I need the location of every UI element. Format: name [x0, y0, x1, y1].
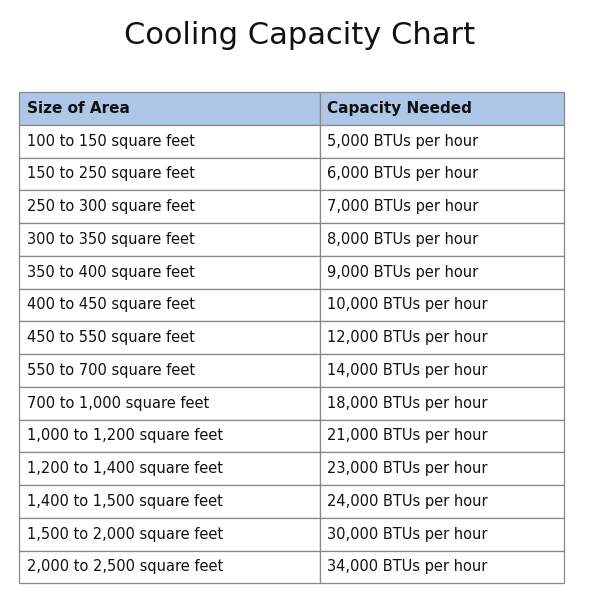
- Text: 10,000 BTUs per hour: 10,000 BTUs per hour: [328, 298, 488, 312]
- Text: 6,000 BTUs per hour: 6,000 BTUs per hour: [328, 166, 479, 181]
- Text: 7,000 BTUs per hour: 7,000 BTUs per hour: [328, 199, 479, 214]
- Text: 1,000 to 1,200 square feet: 1,000 to 1,200 square feet: [27, 428, 223, 444]
- Text: Capacity Needed: Capacity Needed: [328, 101, 472, 116]
- Text: 18,000 BTUs per hour: 18,000 BTUs per hour: [328, 396, 488, 410]
- Text: 700 to 1,000 square feet: 700 to 1,000 square feet: [27, 396, 209, 410]
- Text: 1,400 to 1,500 square feet: 1,400 to 1,500 square feet: [27, 494, 223, 509]
- Text: 24,000 BTUs per hour: 24,000 BTUs per hour: [328, 494, 488, 509]
- Text: 5,000 BTUs per hour: 5,000 BTUs per hour: [328, 134, 479, 148]
- Text: Cooling Capacity Chart: Cooling Capacity Chart: [124, 21, 476, 50]
- Text: 300 to 350 square feet: 300 to 350 square feet: [27, 232, 195, 247]
- Text: 1,200 to 1,400 square feet: 1,200 to 1,400 square feet: [27, 461, 223, 476]
- Text: 400 to 450 square feet: 400 to 450 square feet: [27, 298, 195, 312]
- Text: 250 to 300 square feet: 250 to 300 square feet: [27, 199, 195, 214]
- Text: 350 to 400 square feet: 350 to 400 square feet: [27, 265, 195, 280]
- Text: 9,000 BTUs per hour: 9,000 BTUs per hour: [328, 265, 479, 280]
- Text: Size of Area: Size of Area: [27, 101, 130, 116]
- Text: 1,500 to 2,000 square feet: 1,500 to 2,000 square feet: [27, 527, 223, 542]
- Text: 14,000 BTUs per hour: 14,000 BTUs per hour: [328, 363, 488, 378]
- Text: 450 to 550 square feet: 450 to 550 square feet: [27, 330, 195, 345]
- Text: 100 to 150 square feet: 100 to 150 square feet: [27, 134, 195, 148]
- Text: 150 to 250 square feet: 150 to 250 square feet: [27, 166, 195, 181]
- Text: 34,000 BTUs per hour: 34,000 BTUs per hour: [328, 560, 488, 574]
- Text: 23,000 BTUs per hour: 23,000 BTUs per hour: [328, 461, 488, 476]
- Text: 8,000 BTUs per hour: 8,000 BTUs per hour: [328, 232, 479, 247]
- Text: 30,000 BTUs per hour: 30,000 BTUs per hour: [328, 527, 488, 542]
- Text: 12,000 BTUs per hour: 12,000 BTUs per hour: [328, 330, 488, 345]
- Text: 2,000 to 2,500 square feet: 2,000 to 2,500 square feet: [27, 560, 223, 574]
- Text: 550 to 700 square feet: 550 to 700 square feet: [27, 363, 195, 378]
- Text: 21,000 BTUs per hour: 21,000 BTUs per hour: [328, 428, 488, 444]
